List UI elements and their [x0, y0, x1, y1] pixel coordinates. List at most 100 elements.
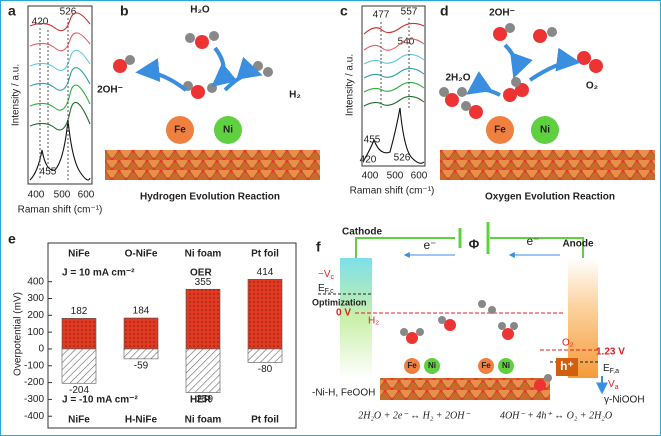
- fermi-sub: F,c: [325, 288, 334, 295]
- x-label: Raman shift (cm⁻¹): [18, 205, 103, 216]
- x-tick-label: 500: [387, 171, 404, 182]
- panel-title: Hydrogen Evolution Reaction: [140, 192, 280, 203]
- panel-f: f Cathode Anode e⁻ e⁻ Φ −Vc EF,c Optimiz…: [312, 222, 645, 421]
- axes-box: [27, 5, 93, 185]
- peak-label: 540: [398, 37, 415, 48]
- category-label: Pt foil: [251, 249, 279, 260]
- note: Optimization: [312, 297, 367, 307]
- potential-main: −V: [318, 269, 331, 280]
- peak-guides: [380, 18, 410, 110]
- y-tick-label: 300: [27, 293, 44, 304]
- potential: 0 V: [336, 308, 351, 319]
- molecules: [400, 300, 552, 391]
- annotation: J = -10 mA cm⁻²: [62, 395, 138, 406]
- material: γ-NiOOH: [604, 395, 645, 406]
- equation: 2H₂O + 2e⁻ ↔ H₂ + 2OH⁻: [358, 410, 470, 421]
- atom: [214, 116, 242, 144]
- arrows: [466, 43, 581, 97]
- y-tick-label: 100: [27, 327, 44, 338]
- atom: [478, 358, 494, 374]
- panel-e: e Overpotential (mV) J = 10 mA cm⁻² J = …: [8, 231, 297, 429]
- y-tick-label: -200: [24, 377, 44, 388]
- bar: [247, 279, 283, 350]
- arrows: [135, 46, 263, 92]
- equation: 4OH⁻ + 4h⁺ ↔ O₂ + 2H₂O: [500, 410, 612, 421]
- panel-label: c: [340, 3, 348, 19]
- panel-label: e: [8, 231, 16, 247]
- species: 2OH⁻: [97, 85, 123, 96]
- crystal: [380, 378, 550, 400]
- panel-label: f: [316, 239, 321, 255]
- fermi-main: E: [603, 363, 610, 374]
- value-label: -80: [258, 364, 273, 375]
- y-tick-label: 400: [27, 276, 44, 287]
- fermi-level: EF,c: [318, 283, 334, 295]
- atom-label: Fe: [407, 361, 417, 370]
- series-label: OER: [190, 268, 212, 279]
- potential: 1.23 V: [596, 347, 625, 358]
- peak-label: 557: [401, 7, 418, 18]
- potential-sub: c: [331, 274, 335, 281]
- species: 2H₂O: [445, 73, 470, 84]
- panel-label: a: [8, 3, 16, 19]
- category-label: NiFe: [68, 415, 90, 426]
- molecules: [439, 23, 603, 119]
- panel-title: Oxygen Evolution Reaction: [485, 192, 615, 203]
- axes-box: [47, 242, 297, 429]
- value-label: 184: [133, 306, 150, 317]
- peak-label: 420: [32, 17, 49, 28]
- panel-a: a Intensity / a.u. 400 500 600 Raman shi…: [8, 3, 102, 216]
- x-tick-label: 600: [78, 190, 95, 201]
- peak-label: 455: [40, 167, 57, 178]
- species: O₂: [586, 81, 598, 92]
- species: H₂O: [190, 5, 210, 16]
- panel-d: d 2OH⁻ 2H₂O O₂ Fe Ni Oxygen Evolution Re…: [439, 3, 655, 203]
- atom: [424, 358, 440, 374]
- atom: [486, 116, 514, 144]
- value-label: -59: [134, 361, 149, 372]
- category-label: Pt foil: [251, 415, 279, 426]
- panel-label: b: [120, 3, 129, 19]
- species: O₂: [562, 338, 574, 349]
- peak-label: 477: [373, 10, 390, 21]
- electron: e⁻: [526, 234, 539, 248]
- category-label: NiFe: [68, 249, 90, 260]
- electron: e⁻: [423, 238, 436, 252]
- bar: [185, 348, 221, 393]
- x-label: Raman shift (cm⁻¹): [350, 186, 435, 197]
- potential: −Vc: [318, 269, 335, 281]
- category-label: O-NiFe: [125, 249, 158, 260]
- wire: [355, 237, 455, 258]
- crystal: [105, 150, 320, 180]
- value-label: 355: [195, 277, 212, 288]
- bar: [61, 318, 97, 350]
- category-label: H-NiFe: [125, 415, 158, 426]
- panel-label: d: [440, 3, 449, 19]
- crystal: [440, 150, 655, 180]
- atom-label: Ni: [223, 125, 233, 136]
- category-label: Ni foam: [185, 415, 222, 426]
- electrode: Anode: [562, 239, 594, 250]
- y-tick-label: -300: [24, 394, 44, 405]
- x-tick-label: 400: [28, 190, 45, 201]
- value-label: -259: [193, 394, 213, 405]
- electrode: Cathode: [342, 227, 382, 238]
- y-label: Overpotential (mV): [13, 292, 24, 376]
- series-label: HER: [190, 395, 212, 406]
- atom-label: Ni: [502, 361, 510, 370]
- species: H₂: [289, 90, 301, 101]
- bar: [247, 348, 283, 363]
- y-label: Intensity / a.u.: [345, 54, 356, 116]
- x-tick-label: 400: [362, 171, 379, 182]
- wire: [490, 237, 584, 258]
- potential-main: V: [608, 379, 615, 390]
- hole: h⁺: [560, 359, 574, 373]
- molecules: [113, 31, 273, 99]
- category-label: Ni foam: [185, 249, 222, 260]
- potential: Va: [608, 379, 619, 391]
- fermi-level: EF,a: [603, 363, 619, 375]
- atom: [166, 116, 194, 144]
- peak-guides: [39, 18, 69, 180]
- bar: [61, 348, 97, 384]
